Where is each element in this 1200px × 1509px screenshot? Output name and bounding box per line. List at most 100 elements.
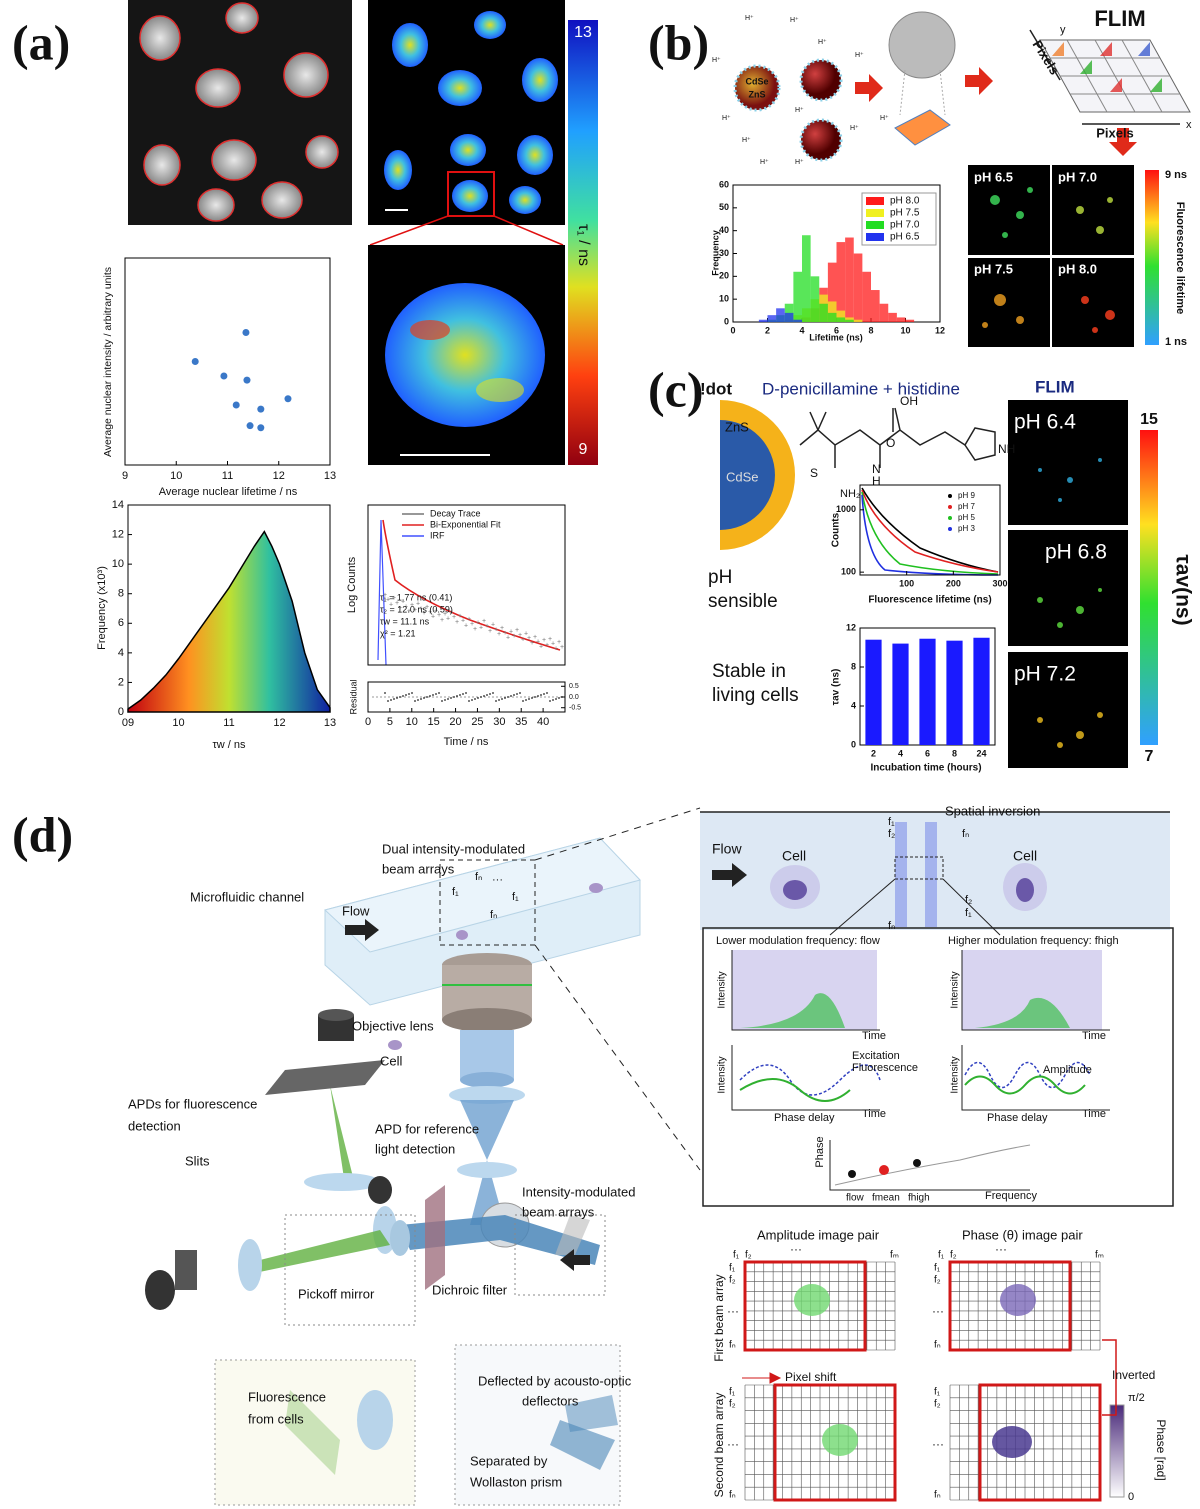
residual-point (423, 697, 425, 699)
axis-label: Counts (831, 512, 842, 547)
header: D-penicillamine + histidine (762, 379, 960, 398)
proton-label: H⁺ (760, 159, 769, 166)
x-tick-label: 0 (730, 325, 735, 335)
decay-point: + (545, 642, 549, 649)
callout-label: APD for reference (375, 1121, 479, 1136)
callout-label: Dichroic filter (432, 1282, 508, 1297)
residual-point (393, 698, 395, 700)
x-tick-label: 24 (976, 748, 986, 758)
legend-swatch (948, 516, 952, 520)
zoom-lines (369, 215, 564, 246)
image-label: pH 6.8 (1045, 541, 1107, 564)
bar (865, 639, 882, 745)
note: living cells (712, 685, 799, 706)
axis-label: Frequency (x10³) (96, 566, 108, 650)
residual-point (426, 696, 428, 698)
fit-text: τ₂ = 12.0 ns (0.59) (380, 604, 453, 614)
callout-label: deflectors (522, 1393, 579, 1408)
freq-label: ··· (492, 874, 503, 886)
decay-curves (372, 519, 562, 698)
decay-point: + (416, 601, 420, 608)
legend-label: pH 9 (958, 491, 975, 500)
y-tick-label: 8 (851, 661, 856, 671)
callout-label: Separated by (470, 1453, 548, 1468)
panel-label: (b) (648, 14, 709, 70)
decay-point: + (383, 592, 387, 599)
x-tick-label: 10 (170, 470, 182, 482)
axis-label: Lifetime (ns) (809, 332, 863, 342)
y-tick-label: 8 (118, 588, 124, 600)
residual-point (480, 696, 482, 698)
decay-point: + (398, 605, 402, 612)
axis-label: Average nuclear lifetime / ns (159, 486, 298, 498)
freq-label: fhigh (908, 1193, 930, 1204)
decay-point: + (461, 618, 465, 625)
residual-point (537, 695, 539, 697)
residual-point (468, 700, 470, 702)
x-tick-label: 11 (222, 470, 233, 482)
residual-point (549, 700, 551, 702)
histogram-bar (871, 290, 880, 322)
decay-point: + (509, 628, 513, 635)
x-tick-label: 300 (992, 578, 1007, 588)
lifetime-image (368, 0, 565, 225)
residual-point (540, 694, 542, 696)
histogram-bar (767, 315, 777, 322)
callout-label: Slits (185, 1153, 210, 1168)
inversion-diagram (700, 811, 1174, 1207)
freq-label: flow (846, 1193, 865, 1204)
x-tick-label: 40 (537, 716, 549, 728)
decay-point: + (479, 624, 483, 631)
residual-point (444, 699, 446, 701)
residual-point (498, 699, 500, 701)
scatter-point (191, 358, 199, 365)
residual-point (528, 698, 530, 700)
image-label: pH 7.0 (1058, 169, 1097, 184)
plot-frame (859, 484, 1001, 576)
proton-label: H⁺ (795, 107, 804, 114)
decay-point: + (536, 639, 540, 646)
bar (919, 638, 936, 745)
axis-label: Residual (348, 679, 358, 714)
x-tick-label: 5 (387, 716, 393, 728)
residual-point (456, 695, 458, 697)
diagram-label: Cell (1013, 848, 1037, 864)
colorbar-title: Phase [rad] (1154, 1419, 1168, 1480)
residual-point (390, 699, 392, 701)
axis-label: Intensity (717, 1056, 728, 1093)
histogram-bar (802, 235, 811, 322)
decay-point: + (491, 622, 495, 629)
proton-label: H⁺ (818, 39, 827, 46)
decay-point: + (551, 641, 555, 648)
x-tick-label: 8 (952, 748, 957, 758)
residual-point (435, 693, 437, 695)
axis-label: τw / ns (212, 739, 246, 751)
freq-label: ··· (932, 1304, 944, 1318)
panel-label: (d) (12, 806, 73, 862)
image-label: pH 6.5 (974, 169, 1013, 184)
x-tick-label: 200 (946, 578, 961, 588)
callout-label: Microfluidic channel (190, 889, 304, 904)
histogram-bar (836, 317, 846, 322)
axis-label: Log Counts (346, 556, 358, 613)
x-tick-label: 9 (122, 470, 128, 482)
axis-label: Frequency (985, 1190, 1037, 1202)
y-tick-label: 20 (719, 271, 729, 281)
residual-point (450, 697, 452, 699)
decay-point: + (539, 643, 543, 650)
callout-label: detection (128, 1118, 181, 1133)
residual-point (432, 694, 434, 696)
freq-label: fₙ (962, 828, 969, 840)
residual-point (477, 697, 479, 699)
residual-point (534, 696, 536, 698)
panel-label: (a) (12, 14, 70, 70)
histogram-bar (879, 303, 889, 322)
atom-label: NH₂ (840, 488, 860, 500)
callout-label: beam arrays (522, 1204, 595, 1219)
grid-frame (773, 1383, 897, 1502)
x-tick-label: 10 (900, 325, 910, 335)
qd-core-label: CdSe (726, 469, 759, 484)
residual-point (546, 692, 548, 694)
callout-label: Flow (342, 903, 370, 918)
diagram-title: Spatial inversion (945, 803, 1040, 818)
